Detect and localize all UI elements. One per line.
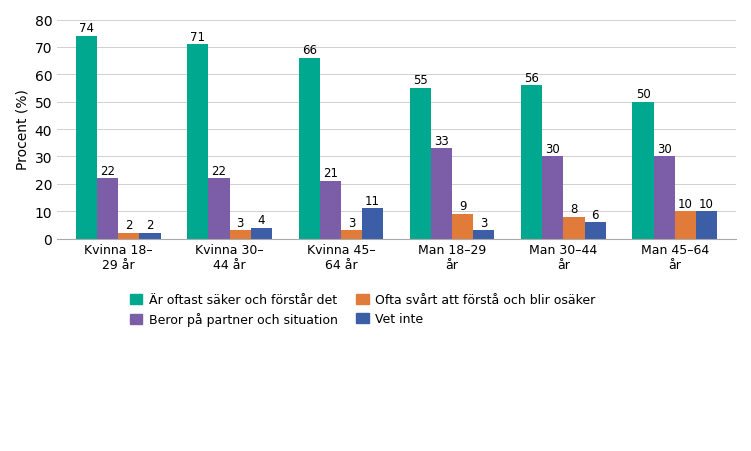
Text: 4: 4 — [258, 213, 265, 226]
Bar — [452, 215, 473, 239]
Text: 55: 55 — [413, 74, 428, 87]
Text: 74: 74 — [79, 22, 94, 35]
Bar — [251, 228, 272, 239]
Bar — [653, 157, 675, 239]
Bar — [320, 182, 341, 239]
Text: 56: 56 — [524, 71, 539, 84]
Bar — [675, 212, 696, 239]
Text: 22: 22 — [212, 164, 227, 177]
Bar — [632, 102, 653, 239]
Text: 2: 2 — [125, 219, 133, 232]
Text: 66: 66 — [302, 44, 317, 57]
Bar — [97, 179, 118, 239]
Bar — [473, 231, 494, 239]
Bar — [140, 234, 161, 239]
Bar — [431, 149, 452, 239]
Text: 71: 71 — [190, 30, 205, 43]
Bar — [410, 89, 431, 239]
Bar — [542, 157, 563, 239]
Legend: Är oftast säker och förstår det, Beror på partner och situation, Ofta svårt att : Är oftast säker och förstår det, Beror p… — [130, 294, 596, 327]
Text: 9: 9 — [459, 200, 466, 213]
Text: 8: 8 — [570, 202, 578, 216]
Text: 50: 50 — [635, 88, 650, 101]
Text: 3: 3 — [237, 216, 244, 229]
Text: 10: 10 — [699, 197, 714, 210]
Bar — [209, 179, 230, 239]
Y-axis label: Procent (%): Procent (%) — [15, 89, 29, 170]
Text: 30: 30 — [657, 143, 671, 156]
Text: 11: 11 — [365, 194, 380, 207]
Bar — [230, 231, 251, 239]
Bar — [362, 209, 383, 239]
Bar — [187, 45, 209, 239]
Text: 6: 6 — [592, 208, 599, 221]
Text: 3: 3 — [348, 216, 355, 229]
Text: 33: 33 — [434, 134, 449, 147]
Bar — [521, 86, 542, 239]
Bar — [584, 223, 606, 239]
Bar — [299, 59, 320, 239]
Text: 30: 30 — [545, 143, 560, 156]
Text: 21: 21 — [323, 167, 338, 180]
Text: 22: 22 — [100, 164, 115, 177]
Text: 10: 10 — [678, 197, 692, 210]
Text: 3: 3 — [480, 216, 487, 229]
Bar — [341, 231, 362, 239]
Bar — [696, 212, 717, 239]
Bar — [118, 234, 140, 239]
Bar — [563, 217, 584, 239]
Bar — [76, 37, 97, 239]
Text: 2: 2 — [146, 219, 154, 232]
